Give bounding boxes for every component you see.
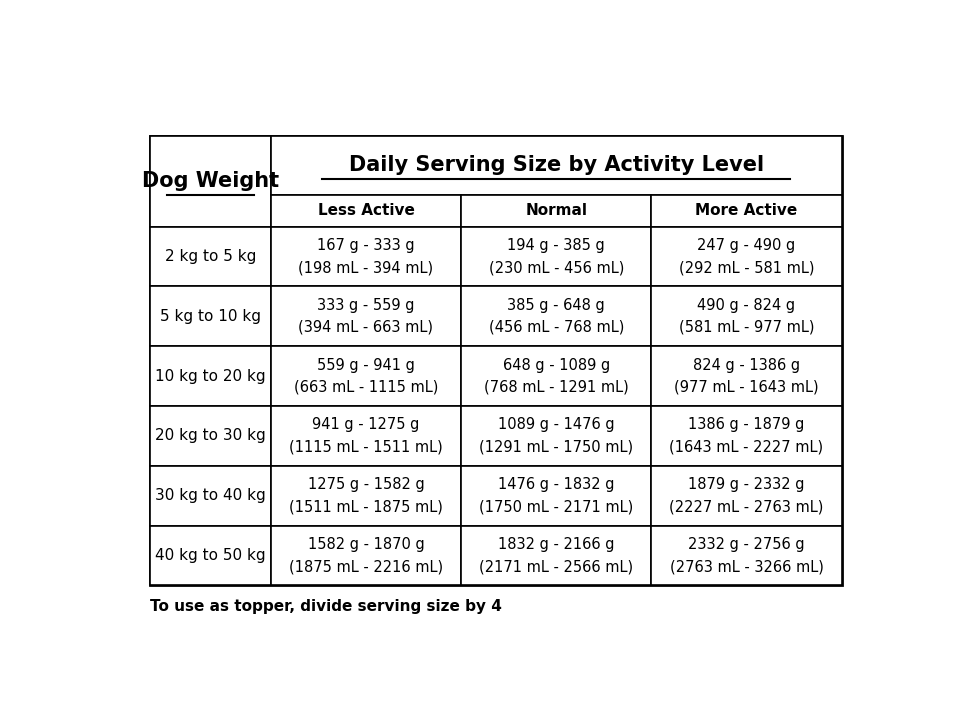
Bar — [150, 406, 271, 466]
Bar — [150, 466, 271, 526]
Text: 30 kg to 40 kg: 30 kg to 40 kg — [155, 488, 266, 503]
Text: 1089 g - 1476 g
(1291 mL - 1750 mL): 1089 g - 1476 g (1291 mL - 1750 mL) — [479, 418, 634, 454]
Text: Normal: Normal — [525, 203, 588, 218]
Text: 941 g - 1275 g
(1115 mL - 1511 mL): 941 g - 1275 g (1115 mL - 1511 mL) — [289, 418, 443, 454]
Bar — [271, 466, 461, 526]
Bar — [652, 526, 842, 585]
Bar — [150, 227, 271, 287]
Text: 1275 g - 1582 g
(1511 mL - 1875 mL): 1275 g - 1582 g (1511 mL - 1875 mL) — [289, 477, 443, 514]
Text: 10 kg to 20 kg: 10 kg to 20 kg — [155, 369, 266, 384]
Bar — [150, 136, 842, 585]
Bar — [652, 287, 842, 346]
Text: Less Active: Less Active — [318, 203, 415, 218]
Text: 20 kg to 30 kg: 20 kg to 30 kg — [155, 428, 266, 444]
Bar — [652, 406, 842, 466]
Text: Dog Weight: Dog Weight — [142, 171, 278, 192]
Text: More Active: More Active — [695, 203, 798, 218]
Text: 1832 g - 2166 g
(2171 mL - 2566 mL): 1832 g - 2166 g (2171 mL - 2566 mL) — [479, 537, 634, 574]
Bar — [271, 227, 461, 287]
Bar — [271, 346, 461, 406]
Text: Daily Serving Size by Activity Level: Daily Serving Size by Activity Level — [348, 156, 764, 176]
Bar — [271, 526, 461, 585]
Bar — [461, 346, 652, 406]
Text: 333 g - 559 g
(394 mL - 663 mL): 333 g - 559 g (394 mL - 663 mL) — [299, 298, 434, 335]
Bar — [461, 227, 652, 287]
Bar — [271, 136, 842, 194]
Bar — [271, 287, 461, 346]
Bar — [461, 526, 652, 585]
Bar — [652, 194, 842, 227]
Bar — [652, 466, 842, 526]
Text: 2 kg to 5 kg: 2 kg to 5 kg — [164, 249, 256, 264]
Text: 194 g - 385 g
(230 mL - 456 mL): 194 g - 385 g (230 mL - 456 mL) — [489, 238, 624, 275]
Bar — [150, 287, 271, 346]
Text: 247 g - 490 g
(292 mL - 581 mL): 247 g - 490 g (292 mL - 581 mL) — [679, 238, 814, 275]
Bar — [271, 194, 461, 227]
Bar — [150, 346, 271, 406]
Text: 2332 g - 2756 g
(2763 mL - 3266 mL): 2332 g - 2756 g (2763 mL - 3266 mL) — [670, 537, 824, 574]
Bar — [652, 227, 842, 287]
Text: To use as topper, divide serving size by 4: To use as topper, divide serving size by… — [150, 599, 502, 614]
Text: 1879 g - 2332 g
(2227 mL - 2763 mL): 1879 g - 2332 g (2227 mL - 2763 mL) — [669, 477, 824, 514]
Text: 490 g - 824 g
(581 mL - 977 mL): 490 g - 824 g (581 mL - 977 mL) — [679, 298, 814, 335]
Text: 1386 g - 1879 g
(1643 mL - 2227 mL): 1386 g - 1879 g (1643 mL - 2227 mL) — [669, 418, 824, 454]
Text: 824 g - 1386 g
(977 mL - 1643 mL): 824 g - 1386 g (977 mL - 1643 mL) — [674, 358, 819, 395]
Bar — [461, 194, 652, 227]
Text: 5 kg to 10 kg: 5 kg to 10 kg — [159, 309, 261, 324]
Text: 167 g - 333 g
(198 mL - 394 mL): 167 g - 333 g (198 mL - 394 mL) — [299, 238, 434, 275]
Bar — [461, 466, 652, 526]
Text: 40 kg to 50 kg: 40 kg to 50 kg — [155, 548, 266, 563]
Bar — [150, 526, 271, 585]
Bar — [150, 136, 271, 227]
Bar — [461, 287, 652, 346]
Bar — [271, 406, 461, 466]
Text: 1582 g - 1870 g
(1875 mL - 2216 mL): 1582 g - 1870 g (1875 mL - 2216 mL) — [289, 537, 444, 574]
Bar — [461, 406, 652, 466]
Text: 1476 g - 1832 g
(1750 mL - 2171 mL): 1476 g - 1832 g (1750 mL - 2171 mL) — [479, 477, 634, 514]
Text: 559 g - 941 g
(663 mL - 1115 mL): 559 g - 941 g (663 mL - 1115 mL) — [294, 358, 438, 395]
Bar — [652, 346, 842, 406]
Text: 385 g - 648 g
(456 mL - 768 mL): 385 g - 648 g (456 mL - 768 mL) — [489, 298, 624, 335]
Text: 648 g - 1089 g
(768 mL - 1291 mL): 648 g - 1089 g (768 mL - 1291 mL) — [484, 358, 629, 395]
